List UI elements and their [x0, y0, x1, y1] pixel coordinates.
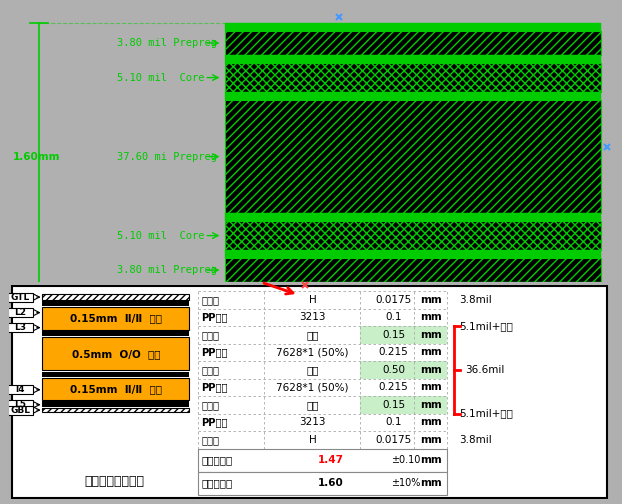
- Bar: [42, 402, 189, 407]
- Text: 含锂: 含锂: [306, 330, 318, 340]
- Text: 0.1: 0.1: [385, 417, 402, 427]
- Bar: [42, 371, 189, 377]
- Bar: [42, 331, 189, 336]
- Text: 0.0175: 0.0175: [375, 295, 412, 305]
- Bar: [7, 293, 33, 301]
- Text: L5: L5: [14, 400, 26, 409]
- Text: 0.215: 0.215: [379, 383, 409, 393]
- Text: 含锂: 含锂: [306, 400, 318, 410]
- Text: mm: mm: [420, 455, 442, 465]
- Text: 1.47: 1.47: [317, 455, 343, 465]
- Text: 3213: 3213: [299, 417, 326, 427]
- Text: mm: mm: [420, 435, 442, 445]
- Text: mm: mm: [420, 295, 442, 305]
- Text: 5.1mil+铜厚: 5.1mil+铜厚: [460, 409, 513, 419]
- Bar: [198, 449, 447, 472]
- Bar: [225, 63, 601, 92]
- Bar: [42, 294, 189, 300]
- Bar: [361, 326, 447, 344]
- Text: 芊板：: 芊板：: [202, 330, 220, 340]
- Text: 3.80 mil Prepreg: 3.80 mil Prepreg: [118, 265, 217, 275]
- Bar: [7, 308, 33, 317]
- Text: 5.10 mil  Core: 5.10 mil Core: [118, 73, 205, 83]
- Text: PP胶：: PP胶：: [202, 347, 228, 357]
- Text: GTL: GTL: [11, 293, 30, 301]
- Bar: [42, 301, 189, 306]
- Bar: [7, 406, 33, 415]
- Text: 0.0175: 0.0175: [375, 435, 412, 445]
- Text: 0.5mm  O/O  光板: 0.5mm O/O 光板: [72, 349, 160, 359]
- Text: mm: mm: [420, 312, 442, 323]
- Text: 7628*1 (50%): 7628*1 (50%): [276, 347, 349, 357]
- Bar: [225, 221, 601, 250]
- Bar: [42, 307, 189, 330]
- Text: 0.15mm  Ⅱ/Ⅱ  含锂: 0.15mm Ⅱ/Ⅱ 含锂: [70, 313, 162, 324]
- Bar: [361, 361, 447, 379]
- Text: 光板: 光板: [306, 365, 318, 375]
- Text: mm: mm: [420, 330, 442, 340]
- Bar: [42, 378, 189, 400]
- Text: ±10%: ±10%: [391, 478, 420, 488]
- Text: mm: mm: [420, 383, 442, 393]
- Text: 0.1: 0.1: [385, 312, 402, 323]
- Text: H: H: [309, 435, 317, 445]
- Bar: [225, 100, 601, 213]
- Text: l4: l4: [16, 385, 25, 394]
- Bar: [225, 213, 601, 221]
- Text: 芊板：: 芊板：: [202, 400, 220, 410]
- Text: 0.15mm  Ⅱ/Ⅱ  含锂: 0.15mm Ⅱ/Ⅱ 含锂: [70, 384, 162, 394]
- Text: PP胶：: PP胶：: [202, 312, 228, 323]
- Text: 芊板：: 芊板：: [202, 365, 220, 375]
- Bar: [225, 23, 601, 31]
- Text: 0.15: 0.15: [382, 400, 405, 410]
- Text: mm: mm: [420, 478, 442, 488]
- Text: L2: L2: [14, 308, 26, 317]
- Text: mm: mm: [420, 400, 442, 410]
- Text: 锂厘：: 锂厘：: [202, 435, 220, 445]
- Bar: [225, 31, 601, 55]
- Bar: [7, 385, 33, 394]
- Text: mm: mm: [420, 417, 442, 427]
- Bar: [42, 408, 189, 412]
- Text: GBL: GBL: [10, 406, 30, 415]
- Text: 7628*1 (50%): 7628*1 (50%): [276, 383, 349, 393]
- Text: 0.15: 0.15: [382, 330, 405, 340]
- Bar: [7, 323, 33, 332]
- Bar: [225, 250, 601, 258]
- Bar: [7, 400, 33, 409]
- Text: 八层板压合结构图: 八层板压合结构图: [85, 475, 144, 488]
- Text: 0.50: 0.50: [382, 365, 405, 375]
- Text: 1.60mm: 1.60mm: [12, 152, 60, 162]
- Text: PP胶：: PP胶：: [202, 417, 228, 427]
- Text: 5.1mil+铜厚: 5.1mil+铜厚: [460, 321, 513, 331]
- Text: 37.60 mi Prepreg: 37.60 mi Prepreg: [118, 152, 217, 162]
- Bar: [225, 258, 601, 282]
- Text: 3213: 3213: [299, 312, 326, 323]
- Bar: [225, 55, 601, 63]
- Text: mm: mm: [420, 347, 442, 357]
- Bar: [225, 92, 601, 100]
- Text: 3.80 mil Prepreg: 3.80 mil Prepreg: [118, 38, 217, 48]
- Text: 1.60: 1.60: [318, 478, 343, 488]
- Text: 36.6mil: 36.6mil: [465, 365, 505, 375]
- Text: 5.10 mil  Core: 5.10 mil Core: [118, 231, 205, 240]
- Text: 3.8mil: 3.8mil: [460, 295, 492, 305]
- Bar: [361, 396, 447, 414]
- Bar: [198, 472, 447, 495]
- Text: H: H: [309, 295, 317, 305]
- Text: 压合厘度：: 压合厘度：: [202, 455, 233, 465]
- Text: ±0.10: ±0.10: [391, 455, 420, 465]
- Text: L3: L3: [14, 323, 26, 332]
- Text: 成品板厘：: 成品板厘：: [202, 478, 233, 488]
- Text: 3.8mil: 3.8mil: [460, 435, 492, 445]
- Bar: [42, 337, 189, 370]
- Text: 0.215: 0.215: [379, 347, 409, 357]
- Text: mm: mm: [420, 365, 442, 375]
- Bar: [225, 282, 601, 290]
- Text: PP胶：: PP胶：: [202, 383, 228, 393]
- Text: 锂厘：: 锂厘：: [202, 295, 220, 305]
